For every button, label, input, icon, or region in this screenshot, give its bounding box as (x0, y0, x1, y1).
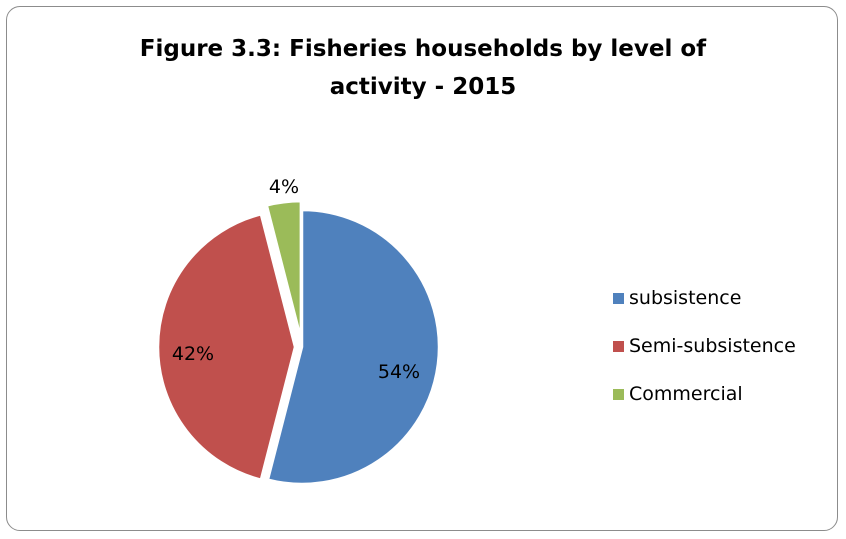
legend-label-commercial: Commercial (629, 383, 743, 405)
legend-item-commercial: Commercial (613, 379, 796, 409)
legend-swatch-subsistence (613, 292, 624, 304)
legend: subsistence Semi-subsistence Commercial (613, 283, 796, 427)
pie-slice-subsistence (266, 208, 441, 486)
legend-label-semi-subsistence: Semi-subsistence (629, 335, 796, 357)
data-label-subsistence: 54% (378, 361, 420, 383)
chart-frame (6, 6, 838, 531)
pie-slice-semi-subsistence (156, 213, 297, 481)
data-label-semi-subsistence: 42% (172, 343, 214, 365)
legend-swatch-commercial (613, 388, 624, 400)
legend-item-semi-subsistence: Semi-subsistence (613, 331, 796, 361)
legend-item-subsistence: subsistence (613, 283, 796, 313)
legend-label-subsistence: subsistence (629, 287, 742, 309)
chart-title-line-2: activity - 2015 (329, 74, 517, 100)
chart-title: Figure 3.3: Fisheries households by leve… (0, 30, 846, 106)
legend-swatch-semi-subsistence (613, 340, 624, 352)
chart-title-line-1: Figure 3.3: Fisheries households by leve… (139, 36, 707, 62)
data-label-commercial: 4% (269, 176, 299, 198)
pie-slice-commercial (265, 199, 303, 340)
